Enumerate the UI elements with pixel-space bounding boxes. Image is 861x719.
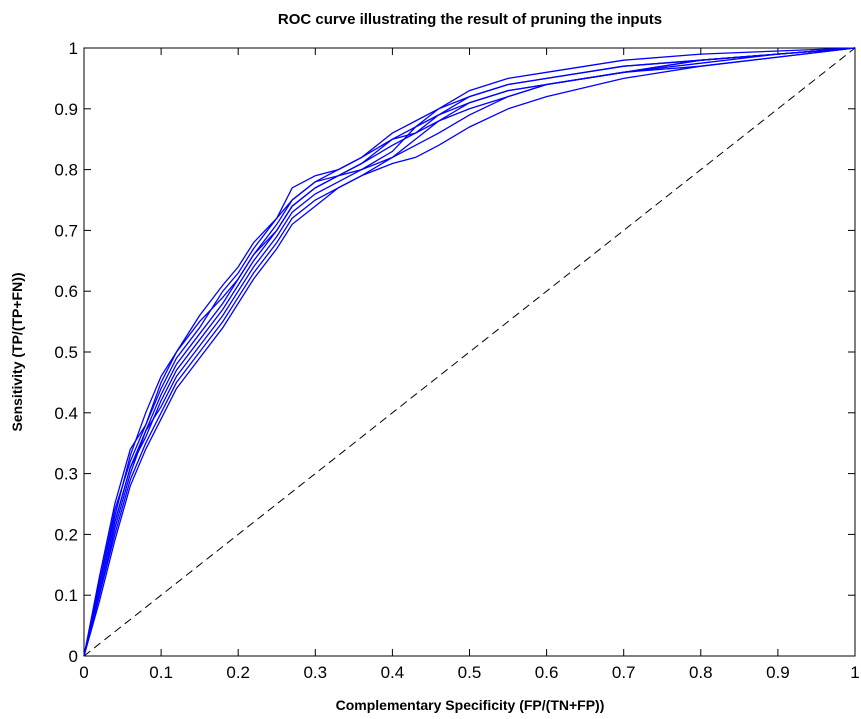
y-tick-label: 0.4 xyxy=(54,404,78,423)
y-tick-label: 0.5 xyxy=(54,343,78,362)
x-tick-labels: 0 0.1 0.2 0.3 0.4 0.5 0.6 0.7 0.8 0.9 1 xyxy=(79,663,859,682)
x-tick-label: 1 xyxy=(850,663,859,682)
y-tick-label: 0.3 xyxy=(54,465,78,484)
x-tick-label: 0.9 xyxy=(766,663,790,682)
x-tick-label: 0.6 xyxy=(535,663,559,682)
roc-curve-line xyxy=(83,47,856,657)
y-tick-label: 0.6 xyxy=(54,282,78,301)
axis-ticks xyxy=(83,47,856,657)
y-tick-label: 0.7 xyxy=(54,221,78,240)
x-tick-label: 0.7 xyxy=(612,663,636,682)
y-tick-label: 0.1 xyxy=(54,586,78,605)
reference-diagonal-line xyxy=(83,47,856,657)
x-tick-label: 0 xyxy=(79,663,88,682)
chart-title: ROC curve illustrating the result of pru… xyxy=(278,11,662,28)
x-tick-label: 0.1 xyxy=(149,663,173,682)
roc-curve-line xyxy=(83,47,856,657)
y-tick-label: 0.8 xyxy=(54,161,78,180)
roc-series-group xyxy=(83,47,856,657)
y-tick-labels: 0 0.1 0.2 0.3 0.4 0.5 0.6 0.7 0.8 0.9 1 xyxy=(54,39,78,666)
x-axis-label: Complementary Specificity (FP/(TN+FP)) xyxy=(336,697,605,713)
x-tick-label: 0.4 xyxy=(381,663,405,682)
y-tick-label: 0.9 xyxy=(54,100,78,119)
y-tick-label: 1 xyxy=(69,39,78,58)
y-axis-label: Sensitivity (TP/(TP+FN)) xyxy=(9,272,25,431)
x-tick-label: 0.5 xyxy=(458,663,482,682)
x-tick-label: 0.3 xyxy=(303,663,327,682)
y-tick-label: 0 xyxy=(69,647,78,666)
roc-curve-line xyxy=(83,47,856,657)
x-tick-label: 0.8 xyxy=(689,663,713,682)
x-tick-label: 0.2 xyxy=(226,663,250,682)
y-tick-label: 0.2 xyxy=(54,525,78,544)
